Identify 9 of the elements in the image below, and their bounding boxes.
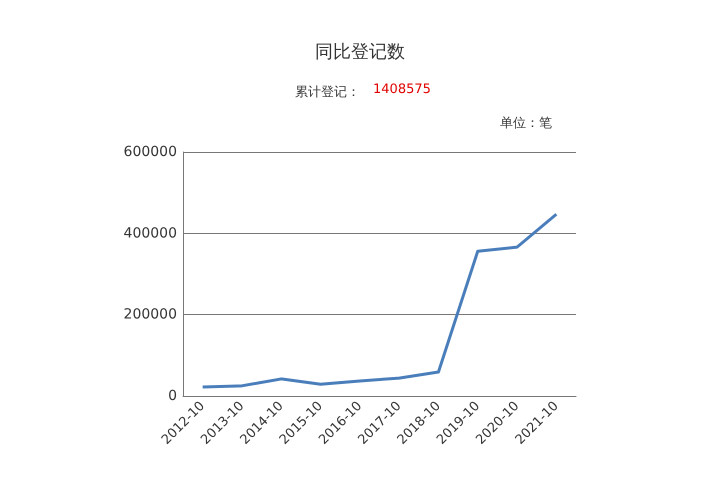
text: 单位：笔: [500, 116, 552, 131]
chart-title: 同比登记数: [315, 42, 405, 62]
y-tick-label: 400000: [124, 225, 177, 242]
text: 1408575: [373, 82, 431, 97]
y-tick-label: 0: [168, 388, 177, 404]
line-series: [201, 212, 558, 389]
chart-subtitle: 累计登记：: [295, 85, 360, 100]
y-tick-label: 600000: [124, 144, 177, 160]
y-tick-label: 200000: [124, 306, 177, 323]
